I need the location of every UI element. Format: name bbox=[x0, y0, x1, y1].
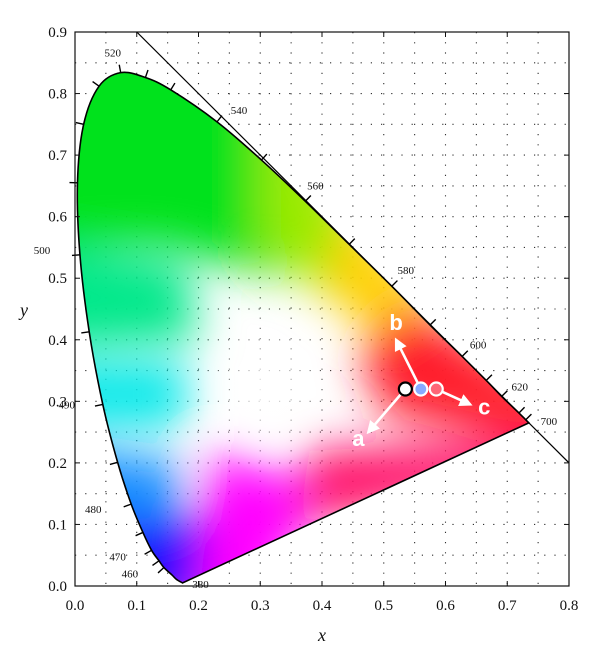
y-tick-label: 0.5 bbox=[48, 271, 67, 287]
wavelength-tick bbox=[144, 549, 152, 555]
wavelength-ticks bbox=[69, 64, 532, 574]
magenta-region bbox=[198, 450, 322, 583]
wavelength-label: 540 bbox=[231, 105, 248, 117]
wavelength-tick bbox=[461, 350, 469, 357]
wavelength-label: 500 bbox=[34, 245, 51, 257]
wavelength-tick bbox=[152, 560, 160, 566]
y-tick-labels: 0.0 0.1 0.2 0.3 0.4 0.5 0.6 0.7 0.8 0.9 bbox=[48, 25, 67, 595]
wavelength-tick bbox=[135, 531, 144, 537]
y-tick-label: 0.8 bbox=[48, 87, 67, 103]
arrow-b bbox=[394, 337, 422, 390]
boundary-line bbox=[136, 32, 569, 464]
x-tick-label: 0.4 bbox=[313, 598, 332, 614]
cyan-region bbox=[77, 364, 187, 426]
wavelength-tick bbox=[170, 82, 176, 91]
wavelength-tick bbox=[144, 69, 149, 78]
y-tick-label: 0.2 bbox=[48, 456, 67, 472]
wavelength-tick bbox=[81, 331, 90, 334]
x-tick-label: 0.1 bbox=[127, 598, 146, 614]
x-tick-label: 0.3 bbox=[251, 598, 270, 614]
x-tick-label: 0.8 bbox=[560, 598, 579, 614]
wavelength-label: 470 bbox=[109, 551, 126, 563]
wavelength-label: 460 bbox=[122, 569, 139, 581]
x-tick-label: 0.7 bbox=[498, 598, 517, 614]
wavelength-tick bbox=[304, 195, 312, 202]
wavelength-tick bbox=[75, 121, 84, 126]
y-tick-label: 0.9 bbox=[48, 25, 67, 41]
wavelength-tick bbox=[92, 80, 100, 87]
y-axis-title: y bbox=[18, 300, 28, 320]
x-tick-labels: 0.0 0.1 0.2 0.3 0.4 0.5 0.6 0.7 0.8 bbox=[66, 598, 579, 614]
wavelength-label: 560 bbox=[307, 180, 324, 192]
wavelength-label: 520 bbox=[104, 48, 121, 60]
boundary-line-path bbox=[136, 32, 569, 464]
wavelength-tick bbox=[71, 254, 80, 257]
y-tick-label: 0.4 bbox=[48, 333, 67, 349]
y-tick-label: 0.3 bbox=[48, 394, 67, 410]
axis-ticks bbox=[74, 31, 570, 587]
wavelength-label: 380 bbox=[192, 579, 209, 591]
wavelength-tick bbox=[485, 374, 493, 381]
y-tick-label: 0.0 bbox=[48, 579, 67, 595]
wavelength-tick bbox=[525, 413, 532, 421]
x-tick-label: 0.2 bbox=[189, 598, 208, 614]
wavelength-labels: 520 540 560 580 600 620 700 500 490 480 470 460 380 bbox=[34, 48, 558, 591]
wavelength-tick bbox=[216, 115, 223, 123]
wavelength-tick bbox=[123, 503, 132, 508]
wavelength-label: 580 bbox=[398, 265, 415, 277]
red-region bbox=[359, 302, 529, 451]
wavelength-tick bbox=[109, 461, 118, 466]
wavelength-label: 700 bbox=[541, 416, 558, 428]
wavelength-tick bbox=[429, 318, 437, 326]
wavelength-label: 490 bbox=[59, 399, 76, 411]
green-region bbox=[77, 72, 285, 279]
wavelength-tick bbox=[391, 280, 398, 287]
x-axis-title: x bbox=[317, 625, 326, 645]
data-point bbox=[413, 381, 429, 397]
wavelength-tick bbox=[501, 390, 508, 397]
x-tick-label: 0.6 bbox=[436, 598, 455, 614]
wavelength-tick bbox=[348, 238, 356, 245]
data-point bbox=[397, 381, 413, 397]
wavelength-tick bbox=[157, 567, 165, 574]
y-tick-label: 0.6 bbox=[48, 210, 67, 226]
data-point bbox=[428, 381, 444, 397]
wavelength-label: 600 bbox=[470, 339, 487, 351]
wavelength-tick bbox=[94, 403, 103, 407]
wavelength-tick bbox=[260, 153, 268, 161]
arrow-label-a: a bbox=[352, 426, 365, 451]
wavelength-tick bbox=[518, 406, 526, 414]
wavelength-label: 620 bbox=[511, 381, 528, 393]
wavelength-tick bbox=[118, 64, 122, 73]
wavelength-label: 480 bbox=[85, 504, 102, 516]
y-tick-label: 0.7 bbox=[48, 148, 67, 164]
teal-region bbox=[77, 241, 199, 353]
y-tick-label: 0.1 bbox=[48, 517, 67, 533]
white-point-glow bbox=[196, 304, 337, 475]
annotations: a b c bbox=[352, 310, 490, 451]
arrow-label-c: c bbox=[478, 394, 490, 419]
x-tick-label: 0.0 bbox=[66, 598, 85, 614]
arrow-label-b: b bbox=[389, 310, 402, 335]
x-tick-label: 0.5 bbox=[374, 598, 393, 614]
arrow-a bbox=[366, 388, 407, 435]
